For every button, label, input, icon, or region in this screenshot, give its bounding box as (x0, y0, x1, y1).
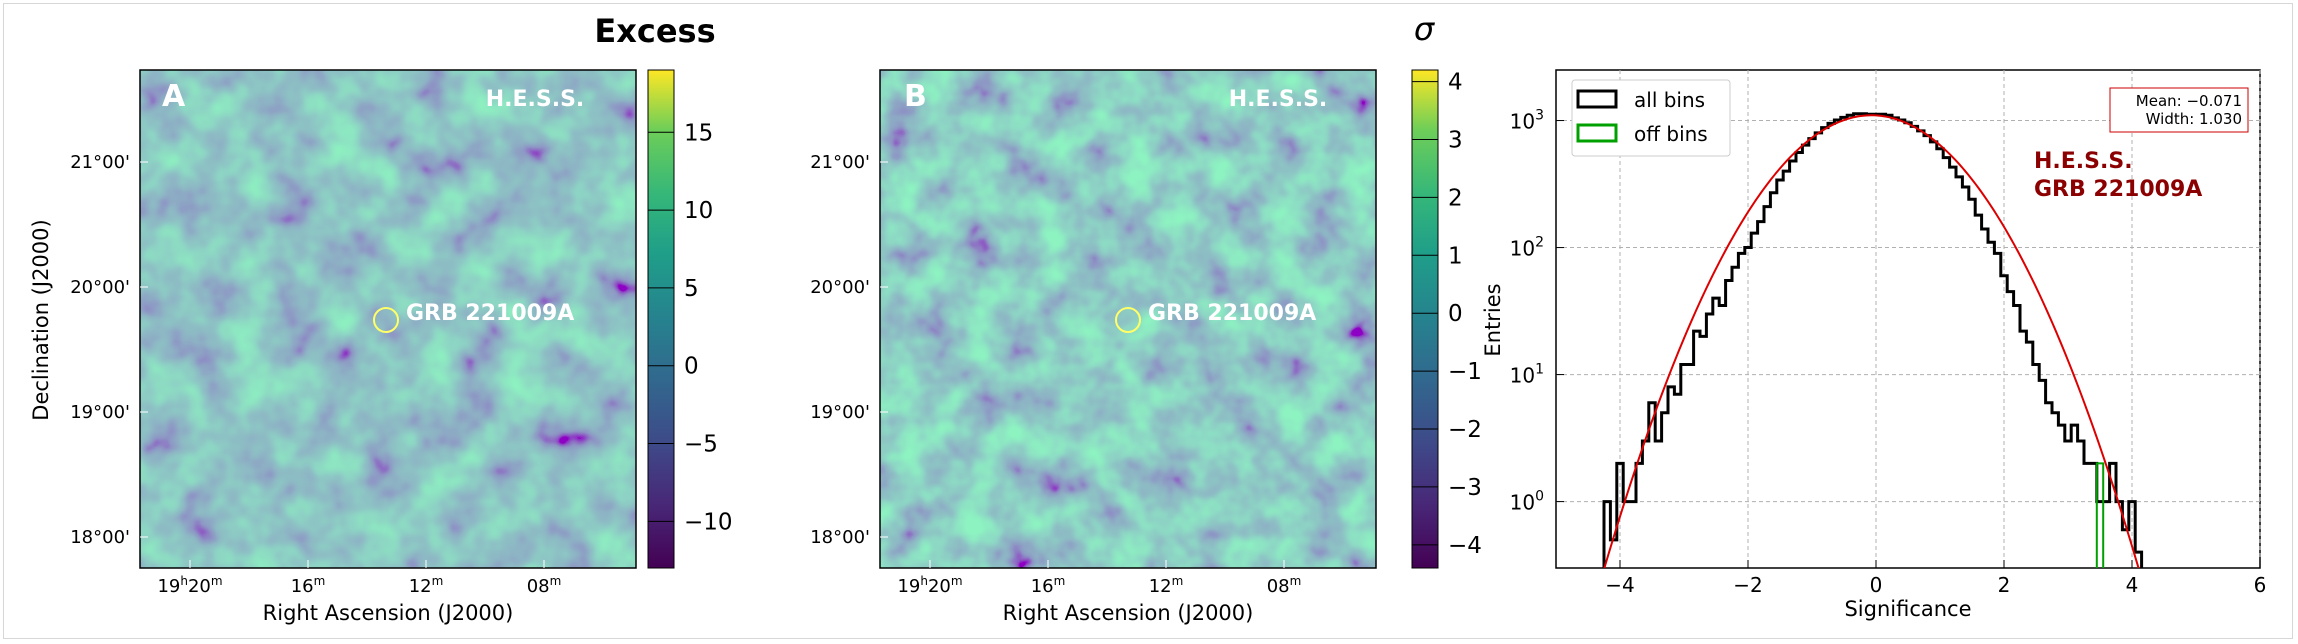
colorbar-tick-label: −2 (1448, 417, 1482, 443)
colorbar-tick-label: 2 (1448, 185, 1463, 211)
colorbar-tick-label: −1 (1448, 359, 1482, 385)
legend-box (1571, 79, 1731, 157)
y-tick-b-3: 18°00' (810, 527, 870, 548)
figure-frame (3, 3, 2293, 639)
y-tick-label-c: 101 (1510, 362, 1544, 388)
legend-all-bins: all bins (1634, 88, 1705, 112)
y-tick-label-c: 103 (1510, 108, 1544, 134)
x-tick-label-c: 6 (2254, 573, 2267, 597)
panel-a-watermark: H.E.S.S. (486, 87, 585, 112)
source-label-b: GRB 221009A (1148, 301, 1316, 326)
histogram-off-bins (2095, 462, 2105, 568)
x-tick-b-1: 16m (1031, 574, 1066, 597)
stats-mean: Mean: −0.071 (2136, 92, 2242, 110)
colorbar-tick-label: 0 (1448, 301, 1463, 327)
source-circle-b (1115, 307, 1141, 333)
panel-a-label: A (162, 79, 186, 114)
significance-map (880, 70, 1376, 568)
y-tick-a-2: 19°00' (70, 402, 130, 423)
x-axis-label-a: Right Ascension (J2000) (263, 601, 514, 625)
significance-map-frame (879, 69, 1377, 569)
hess-label-c: H.E.S.S. (2034, 149, 2133, 174)
colorbar-a-ticks: 15 10 5 0 −5 −10 (648, 120, 733, 535)
source-label-a: GRB 221009A (406, 301, 574, 326)
panel-b-watermark: H.E.S.S. (1229, 87, 1328, 112)
x-tick-b-0: 19h20m (897, 574, 962, 597)
source-circle-a (373, 307, 399, 333)
legend-swatch-all (1576, 89, 1618, 109)
excess-map (140, 70, 636, 568)
y-tick-a-0: 21°00' (70, 152, 130, 173)
colorbar-tick-label: 3 (1448, 127, 1463, 153)
x-tick-label-c: −4 (1605, 573, 1634, 597)
legend-swatch-off (1576, 123, 1618, 143)
panel-b: σ B H.E.S.S. GRB 221009A 19h20m 16m 12m … (810, 10, 1482, 625)
histogram-all-bins (1602, 112, 2144, 568)
colorbar-b (1411, 69, 1439, 569)
panel-a: Excess A H.E.S.S. GRB 221009A 19h20m 16m… (29, 12, 733, 625)
x-ticks-b (880, 161, 1285, 568)
stats-width: Width: 1.030 (2146, 110, 2242, 128)
x-tick-label-c: 0 (1870, 573, 1883, 597)
y-tick-label-c: 100 (1510, 489, 1544, 515)
colorbar-tick-label: −10 (684, 509, 733, 535)
panel-c: −4 −2 0 2 4 6 100 101 102 103 Significance Entrie… (1481, 69, 2267, 621)
colorbar-tick-label: 5 (684, 276, 699, 302)
x-tick-label-c: 2 (1998, 573, 2011, 597)
x-tick-b-3: 08m (1267, 574, 1302, 597)
y-axis-label-a: Declination (J2000) (29, 219, 53, 420)
colorbar-tick-label: 1 (1448, 243, 1463, 269)
y-tick-b-0: 21°00' (810, 152, 870, 173)
colorbar-tick-label: 0 (684, 354, 699, 380)
legend: all bins off bins (1571, 79, 1731, 157)
x-tick-a-3: 08m (527, 574, 562, 597)
legend-off-bins: off bins (1634, 122, 1708, 146)
histogram-grid (1556, 70, 2261, 568)
colorbar-tick-label: 15 (684, 120, 713, 146)
colorbar-tick-label: −3 (1448, 475, 1482, 501)
x-tick-a-1: 16m (291, 574, 326, 597)
y-axis-label-c: Entries (1481, 283, 1505, 356)
x-ticks-a (140, 161, 545, 568)
y-tick-a-3: 18°00' (70, 527, 130, 548)
colorbar-tick-label: −5 (684, 432, 718, 458)
x-tick-a-0: 19h20m (157, 574, 222, 597)
panel-a-title: Excess (594, 12, 715, 50)
panel-b-title: σ (1414, 10, 1436, 48)
y-tick-label-c: 102 (1510, 235, 1544, 261)
y-tick-a-1: 20°00' (70, 277, 130, 298)
x-axis-label-c: Significance (1844, 597, 1971, 621)
colorbar-tick-label: 10 (684, 198, 713, 224)
y-tick-b-2: 19°00' (810, 402, 870, 423)
y-tick-b-1: 20°00' (810, 277, 870, 298)
grb-label-c: GRB 221009A (2034, 177, 2202, 202)
colorbar-a (647, 69, 675, 569)
x-axis-label-b: Right Ascension (J2000) (1003, 601, 1254, 625)
x-tick-a-2: 12m (409, 574, 444, 597)
stats-box (2109, 87, 2249, 133)
x-tick-label-c: 4 (2126, 573, 2139, 597)
histogram-ticks: −4 −2 0 2 4 6 100 101 102 103 (1510, 108, 2267, 597)
x-tick-b-2: 12m (1149, 574, 1184, 597)
colorbar-tick-label: 4 (1448, 70, 1463, 96)
panel-b-label: B (904, 79, 927, 114)
colorbar-b-ticks: 4 3 2 1 0 −1 −2 −3 −4 (1412, 70, 1482, 559)
colorbar-tick-label: −4 (1448, 533, 1482, 559)
gaussian-fit-curve (1603, 114, 2140, 568)
x-tick-label-c: −2 (1733, 573, 1762, 597)
excess-map-frame (139, 69, 637, 569)
